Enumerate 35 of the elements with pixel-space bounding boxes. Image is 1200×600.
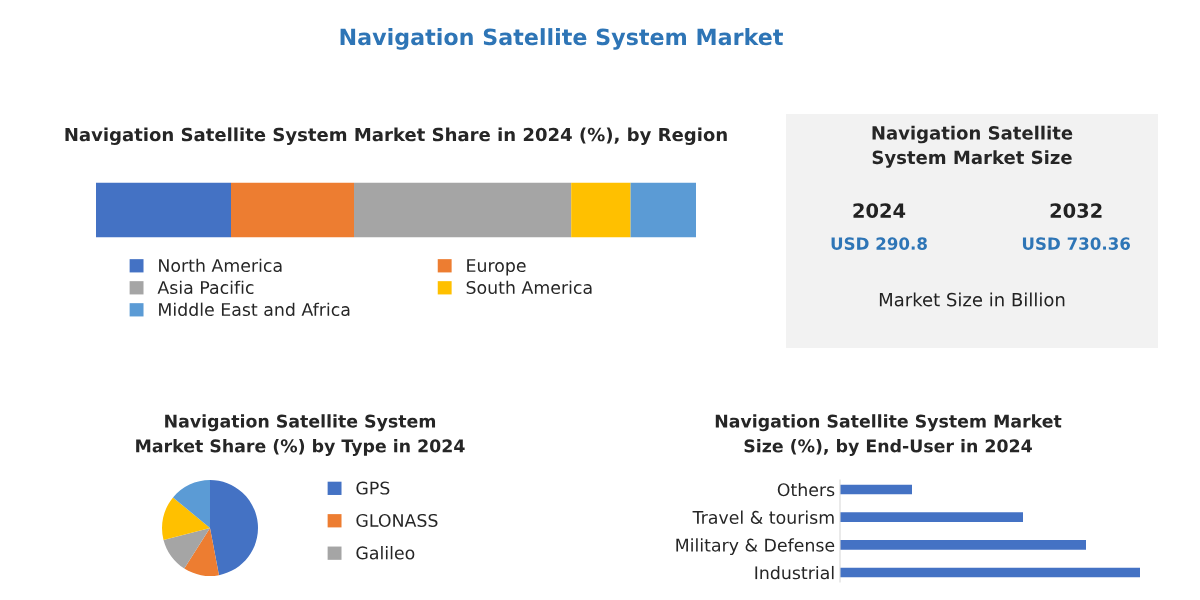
pie-slice xyxy=(210,480,258,576)
pie-slice xyxy=(173,480,210,528)
legend-label: GPS xyxy=(356,481,390,495)
bar xyxy=(840,484,912,495)
text: Navigation Satellite System Market Size xyxy=(872,125,1073,168)
text: 2032 xyxy=(1050,203,1102,218)
legend-label: GLONASS xyxy=(356,513,438,528)
bar xyxy=(571,182,631,238)
bar xyxy=(840,540,1086,550)
chart-title: Navigation Satellite System Market xyxy=(340,28,783,50)
text: USD 290.8 xyxy=(831,237,927,250)
chart-title: Navigation Satellite System Market Size (%), by End-User in 2024 xyxy=(715,414,1062,456)
y-tick-label: Industrial xyxy=(755,565,834,580)
bar xyxy=(630,182,696,238)
chart-subtitle: Navigation Satellite System Market Share in 2024 (%), by Region xyxy=(65,127,727,146)
legend-label: South America xyxy=(466,280,592,295)
bar xyxy=(840,567,1140,578)
y-tick-label: Travel & tourism xyxy=(692,510,834,524)
y-tick-label: Military & Defense xyxy=(676,538,835,556)
text: USD 730.36 xyxy=(1022,237,1131,250)
legend-label: Asia Pacific xyxy=(157,280,254,295)
y-tick-label: Others xyxy=(777,482,835,497)
bar xyxy=(231,182,354,238)
pie-slice xyxy=(163,528,210,569)
pie-slice xyxy=(184,528,219,576)
text: Market Size in Billion xyxy=(879,292,1065,307)
legend-label: Middle East and Africa xyxy=(159,302,350,317)
bar xyxy=(840,512,1023,522)
legend-label: Galileo xyxy=(356,546,415,560)
legend-label: Europe xyxy=(467,259,526,276)
legend-label: North America xyxy=(159,258,282,273)
chart-title: Navigation Satellite System Market Share (%) by Type in 2024 xyxy=(136,414,465,456)
pie-slice xyxy=(162,497,210,540)
bar xyxy=(96,182,231,238)
text: 2024 xyxy=(853,203,906,218)
